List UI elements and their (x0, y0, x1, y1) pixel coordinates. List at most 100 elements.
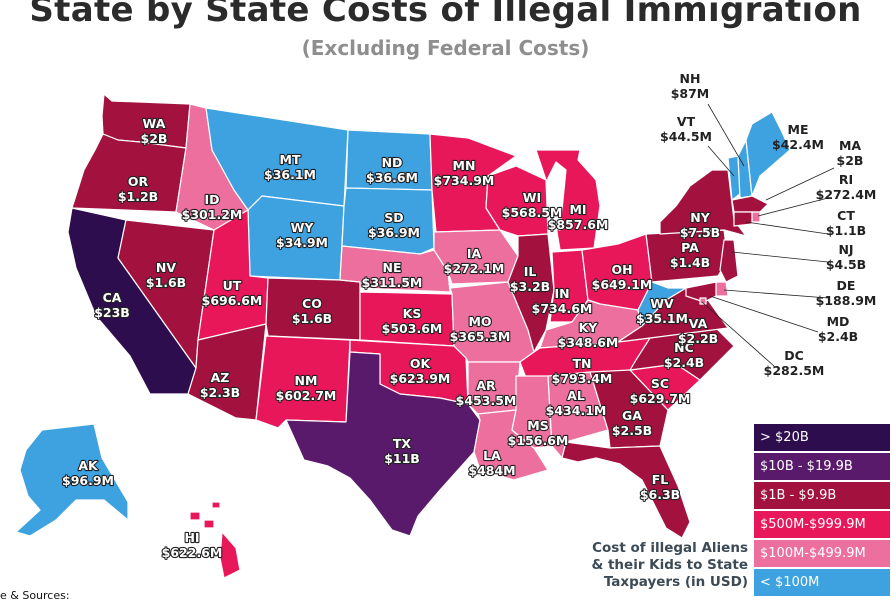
state-abbr: AR (476, 378, 496, 393)
state-abbr: MS (527, 418, 548, 433)
state-abbr: NV (156, 260, 176, 275)
state-label-wi: WI$568.5M (501, 189, 564, 221)
sources-label: e & Sources: (0, 589, 70, 602)
state-value: $623.9M (390, 371, 451, 386)
legend-item: $1B - $9.9B (754, 482, 890, 509)
state-value: $35.1M (636, 311, 688, 326)
state-value: $434.1M (546, 403, 607, 418)
state-label-md: MD$2.4B (818, 314, 858, 344)
state-label-mo: MO$365.3M (449, 313, 512, 345)
state-label-ri: RI$272.4M (816, 172, 877, 202)
state-value: $301.2M (182, 207, 243, 222)
state-value: $348.6M (558, 335, 619, 350)
legend-item: < $100M (754, 569, 890, 596)
state-value: $2.3B (200, 385, 240, 400)
state-dc (699, 297, 707, 305)
state-abbr: OH (611, 262, 632, 277)
state-value: $36.6M (366, 170, 418, 185)
state-value: $1.2B (118, 189, 158, 204)
state-abbr: MD (827, 314, 850, 329)
leader-line-nj (731, 251, 829, 263)
state-label-sd: SD$36.9M (367, 209, 421, 241)
state-label-vt: VT$44.5M (660, 114, 712, 144)
state-abbr: SC (651, 376, 669, 391)
state-value: $96.9M (62, 473, 114, 488)
legend-item: $10B - $19.9B (754, 453, 890, 480)
state-abbr: ID (204, 192, 219, 207)
state-label-mi: MI$857.6M (547, 201, 610, 233)
state-value: $568.5M (502, 205, 563, 220)
state-abbr: CO (302, 296, 322, 311)
state-abbr: OK (410, 356, 432, 371)
state-label-tx: TX$11B (383, 435, 421, 467)
state-label-ca: CA$23B (93, 289, 131, 321)
state-abbr: UT (223, 278, 242, 293)
state-value: $44.5M (660, 129, 712, 144)
state-label-pa: PA$1.4B (669, 239, 712, 271)
state-value: $629.7M (630, 391, 691, 406)
state-value: $696.6M (202, 293, 263, 308)
state-value: $7.5B (680, 225, 720, 240)
state-label-tn: TN$793.4M (551, 355, 614, 387)
state-value: $649.1M (592, 277, 653, 292)
state-value: $503.6M (382, 321, 443, 336)
state-value: $2B (141, 131, 168, 146)
state-value: $23B (94, 305, 130, 320)
state-value: $311.5M (362, 275, 423, 290)
state-label-ut: UT$696.6M (201, 277, 264, 309)
state-nj (719, 239, 739, 283)
state-label-oh: OH$649.1M (591, 261, 654, 293)
state-value: $2.4B (818, 329, 858, 344)
state-label-la: LA$484M (467, 447, 516, 479)
state-label-fl: FL$6.3B (639, 471, 682, 503)
state-label-ne: NE$311.5M (361, 259, 424, 291)
state-abbr: MA (839, 138, 861, 153)
state-abbr: NH (680, 71, 701, 86)
map-subtitle: (Excluding Federal Costs) (301, 36, 590, 60)
state-md (685, 281, 717, 303)
state-label-mn: MN$734.9M (433, 157, 496, 189)
state-label-ct: CT$1.1B (826, 208, 866, 238)
state-abbr: NJ (838, 242, 853, 257)
state-value: $188.9M (816, 293, 877, 308)
state-abbr: AZ (211, 370, 230, 385)
state-label-al: AL$434.1M (545, 387, 608, 419)
state-ri (751, 211, 761, 223)
state-value: $1.6B (292, 311, 332, 326)
state-value: $272.4M (816, 187, 877, 202)
leader-line-nh (707, 103, 745, 167)
state-label-wv: WV$35.1M (635, 295, 689, 327)
state-label-hi: HI$622.6M (161, 529, 224, 561)
state-abbr: VT (677, 114, 696, 129)
state-ne (339, 245, 451, 293)
state-abbr: TX (393, 436, 412, 451)
state-label-nd: ND$36.6M (365, 154, 419, 186)
state-abbr: IN (554, 286, 569, 301)
state-label-nj: NJ$4.5B (826, 242, 866, 272)
leader-line-ri (757, 197, 829, 217)
state-ma (731, 195, 769, 213)
state-value: $793.4M (552, 371, 613, 386)
state-label-ma: MA$2B (837, 138, 864, 168)
state-abbr: KY (579, 320, 599, 335)
state-value: $42.4M (772, 137, 824, 152)
state-abbr: WI (523, 190, 541, 205)
state-value: $34.9M (276, 235, 328, 250)
state-ak (15, 423, 129, 537)
caption-line: Cost of illegal Aliens (592, 540, 748, 556)
state-label-ga: GA$2.5B (611, 407, 654, 439)
state-label-ok: OK$623.9M (389, 355, 452, 387)
state-label-nv: NV$1.6B (145, 259, 188, 291)
state-label-dc: DC$282.5M (764, 348, 825, 378)
state-value: $2.5B (612, 423, 652, 438)
state-value: $734.6M (532, 301, 593, 316)
state-label-ms: MS$156.6M (507, 417, 570, 449)
state-abbr: AK (78, 458, 99, 473)
leader-line-de (723, 289, 829, 299)
state-abbr: AL (567, 388, 585, 403)
state-value: $6.3B (640, 487, 680, 502)
state-label-az: AZ$2.3B (199, 369, 242, 401)
state-abbr: ME (788, 122, 809, 137)
state-label-il: IL$3.2B (509, 263, 552, 295)
